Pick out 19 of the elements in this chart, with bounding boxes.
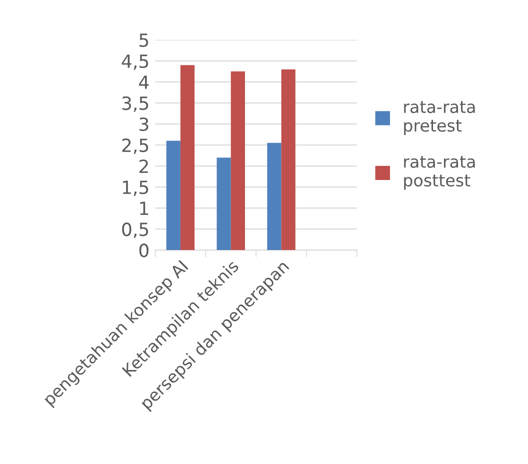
y-tick-label: 0,5 xyxy=(122,222,148,238)
y-tick-label: 2 xyxy=(140,159,148,173)
bar xyxy=(166,140,180,250)
y-tick-label: 3,5 xyxy=(122,96,148,112)
y-tick-label: 4,5 xyxy=(122,54,148,70)
bar xyxy=(216,158,231,250)
y-tick-label: 1,5 xyxy=(122,180,148,196)
y-tick-label: 3 xyxy=(140,117,148,132)
legend-label: rata-rata posttest xyxy=(404,156,475,190)
legend-label: rata-rata pretest xyxy=(404,101,475,135)
y-tick-label: 1 xyxy=(140,202,148,215)
y-tick-label: 0 xyxy=(139,244,148,258)
bar xyxy=(230,71,245,250)
bar xyxy=(281,69,296,250)
y-tick-label: 4 xyxy=(139,76,149,89)
y-tick-label: 2,5 xyxy=(122,138,148,154)
bar xyxy=(267,142,282,250)
bar xyxy=(180,65,195,250)
y-tick-label: 5 xyxy=(140,34,148,48)
